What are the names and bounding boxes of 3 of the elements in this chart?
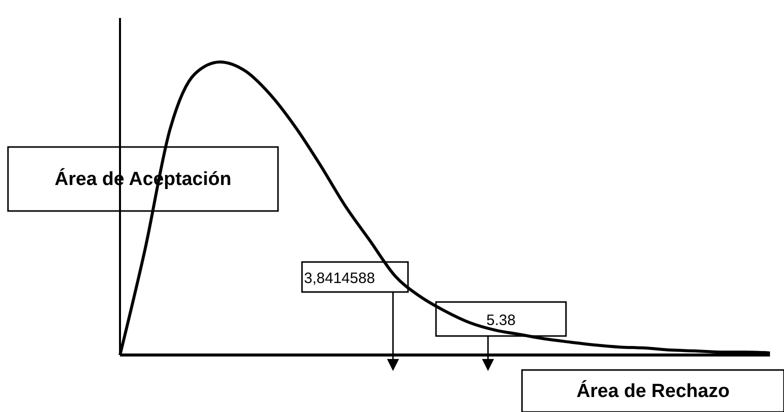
annotation: 5.38 (486, 312, 516, 329)
text: Área de Rechazo (576, 380, 730, 402)
annotation: 3,8414588 (304, 270, 375, 287)
